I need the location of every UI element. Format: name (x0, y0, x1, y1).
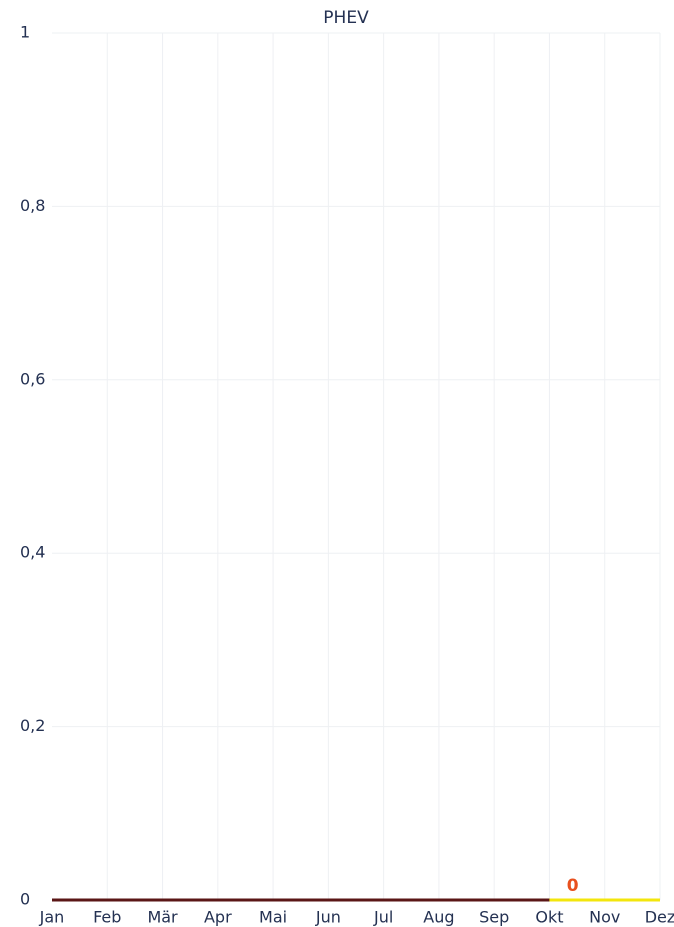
x-tick-label: Okt (535, 908, 563, 927)
y-tick-label: 0 (20, 890, 30, 909)
y-tick-label: 0,6 (20, 369, 45, 388)
x-tick-label: Mai (259, 908, 287, 927)
x-tick-label: Sep (479, 908, 509, 927)
y-tick-label: 0,4 (20, 543, 45, 562)
annotation: 0 (567, 876, 579, 896)
x-tick-label: Jul (373, 908, 393, 927)
x-tick-label: Mär (147, 908, 178, 927)
y-tick-label: 0,8 (20, 196, 45, 215)
chart-title: PHEV (323, 8, 369, 28)
y-tick-label: 0,2 (20, 716, 45, 735)
y-tick-label: 1 (20, 23, 30, 42)
x-tick-label: Feb (93, 908, 121, 927)
x-tick-label: Aug (423, 908, 454, 927)
x-tick-label: Jun (315, 908, 341, 927)
x-tick-label: Apr (204, 908, 232, 927)
x-tick-label: Jan (39, 908, 65, 927)
x-tick-label: Nov (589, 908, 620, 927)
x-tick-label: Dez (645, 908, 674, 927)
